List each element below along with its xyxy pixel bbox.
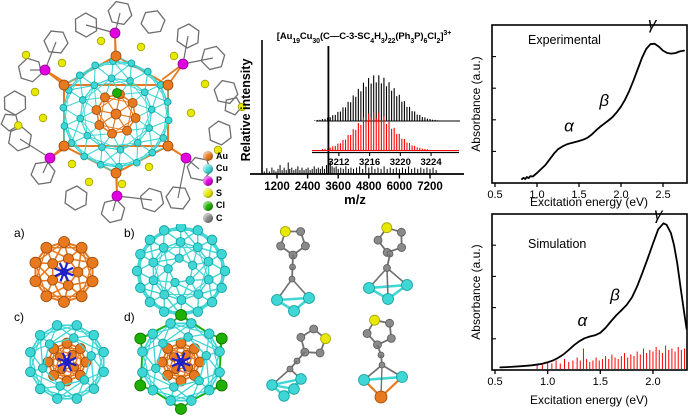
panel-label-c: c) bbox=[14, 310, 24, 324]
atom-color-legend: Au Cu P S Cl C bbox=[203, 150, 228, 224]
cluster-structure-panel bbox=[0, 0, 247, 224]
tick-label: β bbox=[598, 91, 609, 110]
experimental-title: Experimental bbox=[528, 33, 601, 47]
atom-color-swatch bbox=[203, 200, 213, 211]
tick-label: 3220 bbox=[390, 157, 411, 168]
tick-label: 3224 bbox=[420, 157, 442, 168]
tick-label: 6000 bbox=[387, 181, 413, 193]
tick-label: γ bbox=[648, 14, 658, 33]
tick-label: α bbox=[564, 116, 575, 135]
ms-y-axis-label: Relative intensity bbox=[239, 59, 253, 162]
legend-item-Au: Au bbox=[203, 150, 228, 162]
tick-label: 1.5 bbox=[593, 376, 608, 388]
cluster-d-model bbox=[134, 309, 228, 415]
thiophene-fragment-3 bbox=[266, 324, 331, 402]
sim-y-axis-label: Absorbance (a.u.) bbox=[470, 244, 483, 339]
panel-label-b: b) bbox=[124, 226, 135, 240]
tick-label: 1.0 bbox=[540, 376, 555, 388]
cluster-c-model bbox=[25, 320, 109, 404]
tick-label: 0.5 bbox=[487, 189, 502, 201]
exp-x-axis-label: Excitation energy (eV) bbox=[530, 195, 648, 209]
legend-item-P: P bbox=[203, 175, 228, 187]
tick-label: γ bbox=[654, 210, 664, 224]
tick-label: 4800 bbox=[356, 181, 382, 193]
legend-item-S: S bbox=[203, 187, 228, 199]
atom-color-swatch bbox=[203, 151, 213, 162]
legend-label: C bbox=[216, 212, 223, 223]
tick-label: 0.5 bbox=[487, 376, 502, 388]
tick-label: 7200 bbox=[417, 181, 443, 193]
tick-label: 2.0 bbox=[613, 189, 628, 201]
atom-color-swatch bbox=[203, 175, 213, 186]
simulation-spectrum-panel: 0.5 1.0 1.5 2.0 α β γ Simulation Absorbance (a… bbox=[470, 210, 688, 407]
sim-x-axis-label: Excitation energy (eV) bbox=[530, 393, 648, 407]
legend-label: Cl bbox=[216, 200, 225, 211]
simulation-title: Simulation bbox=[528, 237, 586, 251]
tick-label: β bbox=[609, 286, 620, 305]
panel-label-a: a) bbox=[14, 226, 25, 240]
ligand-fragments-panel bbox=[266, 222, 413, 404]
cluster-b-model bbox=[131, 224, 231, 321]
tick-label: 1200 bbox=[264, 181, 290, 193]
legend-item-C: C bbox=[203, 212, 228, 224]
tick-label: 2.5 bbox=[655, 189, 670, 201]
experimental-spectrum-panel: 0.5 1.0 1.5 2.0 2.5 α β γ Experimental Absorban… bbox=[470, 14, 688, 209]
legend-item-Cl: Cl bbox=[203, 200, 228, 212]
tick-label: α bbox=[578, 311, 589, 330]
legend-label: P bbox=[216, 175, 223, 186]
tick-label: 3212 bbox=[328, 157, 349, 168]
cluster-a-model bbox=[29, 236, 99, 308]
legend-label: Au bbox=[216, 150, 228, 161]
legend-item-Cu: Cu bbox=[203, 162, 228, 174]
molecule-graphic bbox=[0, 0, 247, 224]
tick-label: 3600 bbox=[325, 181, 351, 193]
thiophene-fragment-1 bbox=[271, 226, 315, 317]
panel-label-d: d) bbox=[124, 310, 135, 324]
thiophene-fragment-2 bbox=[363, 222, 413, 305]
tick-label: 1.0 bbox=[529, 189, 544, 201]
atom-color-swatch bbox=[203, 213, 213, 224]
atom-color-swatch bbox=[203, 188, 213, 199]
ms-x-axis-label: m/z bbox=[344, 192, 366, 207]
atom-color-swatch bbox=[203, 163, 213, 174]
mass-spectrum-panel: 1200 2400 3600 4800 6000 7200 3212 3216 3220 3224… bbox=[239, 40, 464, 207]
exp-y-axis-label: Absorbance (a.u.) bbox=[470, 56, 483, 151]
tick-label: 2.0 bbox=[645, 376, 660, 388]
ms-formula-title: [Au19Cu30(C—C-3-SC4H3)22(Ph3P)6Cl2]3+ bbox=[276, 30, 452, 46]
legend-label: S bbox=[216, 187, 223, 198]
cluster-models-panel bbox=[25, 224, 231, 415]
tick-label: 1.5 bbox=[571, 189, 586, 201]
tick-label: 2400 bbox=[295, 181, 321, 193]
legend-label: Cu bbox=[216, 163, 228, 174]
tick-label: 3216 bbox=[359, 157, 380, 168]
thiophene-fragment-4 bbox=[358, 314, 408, 404]
